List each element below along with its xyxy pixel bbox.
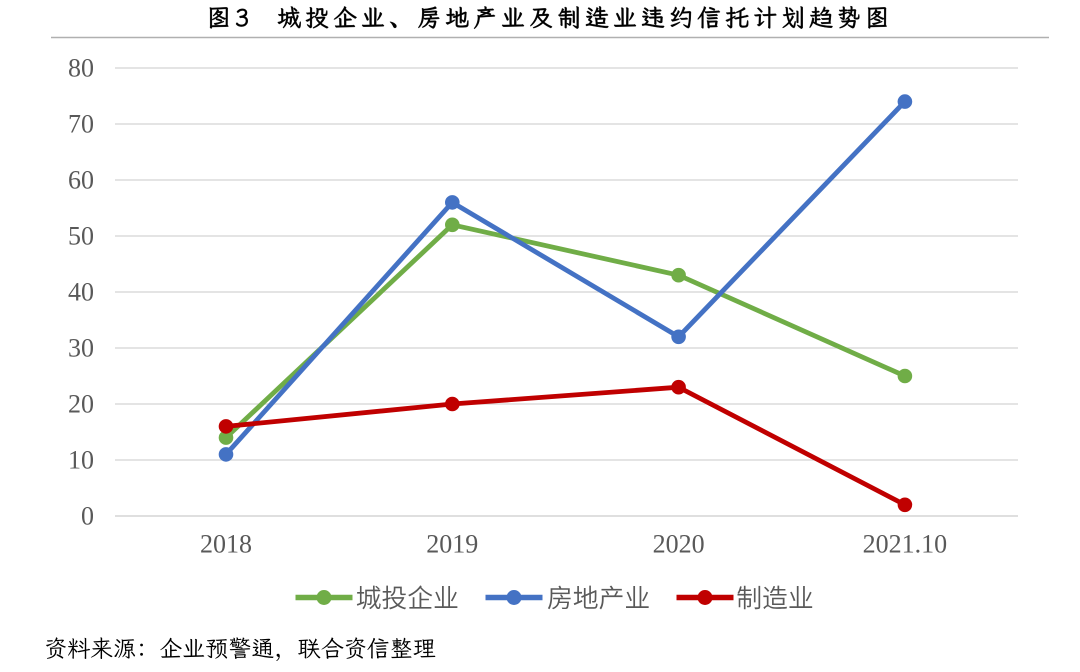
svg-text:2018: 2018 xyxy=(200,530,252,559)
svg-text:80: 80 xyxy=(68,53,94,82)
svg-text:10: 10 xyxy=(68,445,94,474)
svg-text:2019: 2019 xyxy=(426,530,478,559)
svg-text:40: 40 xyxy=(68,277,94,306)
svg-text:2020: 2020 xyxy=(653,530,705,559)
svg-text:0: 0 xyxy=(81,501,94,530)
svg-text:30: 30 xyxy=(68,333,94,362)
svg-text:60: 60 xyxy=(68,165,94,194)
svg-text:20: 20 xyxy=(68,389,94,418)
svg-text:70: 70 xyxy=(68,109,94,138)
svg-text:50: 50 xyxy=(68,221,94,250)
svg-text:2021.10: 2021.10 xyxy=(863,530,948,559)
